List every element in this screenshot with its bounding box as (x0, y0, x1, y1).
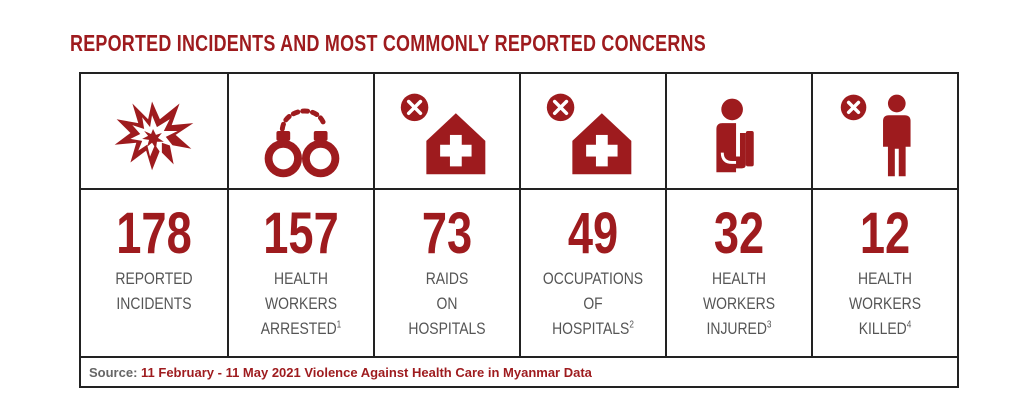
stat-value: 73 (421, 201, 473, 266)
stat-label-line: WORKERS (702, 294, 776, 313)
footnote-marker: 1 (336, 319, 342, 331)
stat-label-line: HEALTH (274, 269, 328, 288)
icon-cell-killed (813, 74, 957, 188)
stat-label-line: OF (583, 294, 603, 313)
stat-row: 178 REPORTED INCIDENTS 157 HEALTH WORKER… (81, 190, 957, 358)
page-title: REPORTED INCIDENTS AND MOST COMMONLY REP… (70, 30, 706, 56)
footnote-marker: 2 (629, 319, 634, 331)
stat-label-line: WORKERS (264, 294, 338, 313)
injured-person-icon (716, 98, 754, 173)
stats-table: 178 REPORTED INCIDENTS 157 HEALTH WORKER… (79, 72, 959, 388)
icon-cell-raids (375, 74, 521, 188)
stat-label-line: HEALTH (858, 269, 912, 288)
stat-label-line: INJURED3 (706, 319, 772, 338)
stat-hospital-occupations: 49 OCCUPATIONS OF HOSPITALS2 (521, 190, 667, 356)
explosion-icon (114, 101, 194, 171)
stat-label: RAIDS ON HOSPITALS (388, 266, 506, 341)
hospital-raid-icon (400, 93, 486, 175)
icon-row (81, 74, 957, 190)
stat-workers-arrested: 157 HEALTH WORKERS ARRESTED1 (229, 190, 375, 356)
stat-label-line: WORKERS (848, 294, 922, 313)
stat-label: HEALTH WORKERS INJURED3 (680, 266, 798, 341)
stat-value: 49 (567, 201, 619, 266)
source-note: Source: 11 February - 11 May 2021 Violen… (81, 358, 957, 388)
killed-person-icon (840, 94, 911, 177)
stat-value: 12 (859, 201, 911, 266)
stat-workers-injured: 32 HEALTH WORKERS INJURED3 (667, 190, 813, 356)
footnote-marker: 4 (906, 319, 912, 331)
icon-cell-occupations (521, 74, 667, 188)
stat-label-line: OCCUPATIONS (542, 269, 644, 288)
icon-cell-injured (667, 74, 813, 188)
stat-value: 32 (713, 201, 765, 266)
stat-label: HEALTH WORKERS ARRESTED1 (242, 266, 360, 341)
stat-label: HEALTH WORKERS KILLED4 (826, 266, 944, 341)
stat-label: REPORTED INCIDENTS (94, 266, 214, 316)
stat-label-line: KILLED4 (858, 319, 912, 338)
source-text: 11 February - 11 May 2021 Violence Again… (141, 365, 592, 380)
icon-cell-arrested (229, 74, 375, 188)
icon-cell-incidents (81, 74, 229, 188)
stat-hospital-raids: 73 RAIDS ON HOSPITALS (375, 190, 521, 356)
hospital-occupation-icon (546, 93, 632, 175)
stat-label-line: RAIDS (425, 269, 469, 288)
stat-reported-incidents: 178 REPORTED INCIDENTS (81, 190, 229, 356)
handcuffs-icon (264, 108, 340, 178)
stat-label-line: INCIDENTS (116, 294, 192, 313)
stat-workers-killed: 12 HEALTH WORKERS KILLED4 (813, 190, 957, 356)
stat-label-line: HOSPITALS (408, 319, 486, 338)
stat-label-line: HOSPITALS2 (552, 319, 634, 338)
source-prefix: Source: (89, 365, 138, 380)
stat-value: 178 (116, 201, 192, 266)
stat-value: 157 (263, 201, 339, 266)
stat-label-line: ON (436, 294, 458, 313)
stat-label-line: HEALTH (712, 269, 766, 288)
stat-label-line: REPORTED (115, 269, 193, 288)
stat-label: OCCUPATIONS OF HOSPITALS2 (534, 266, 652, 341)
footnote-marker: 3 (766, 319, 772, 331)
stat-label-line: ARRESTED1 (260, 319, 342, 338)
